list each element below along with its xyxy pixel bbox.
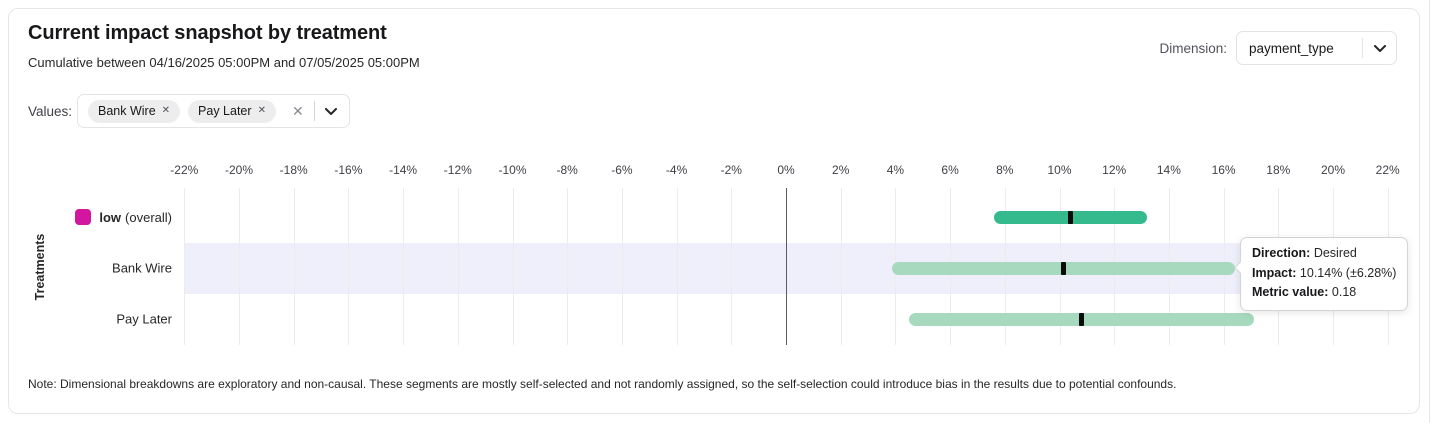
x-axis-tick-label: -6%: [611, 163, 633, 177]
x-gridline: [403, 188, 405, 345]
x-axis-tick-label: -12%: [443, 163, 472, 177]
filter-chip[interactable]: Bank Wire ✕: [88, 99, 181, 123]
x-axis-tick-label: -4%: [665, 163, 688, 177]
dimension-control: Dimension: payment_type: [1159, 31, 1397, 65]
x-axis-tick-label: 0%: [777, 163, 795, 177]
chip-remove-icon[interactable]: ✕: [161, 105, 171, 116]
x-gridline: [512, 188, 514, 345]
x-axis-tick-label: 8%: [996, 163, 1014, 177]
row-label-text: low (overall): [99, 209, 172, 225]
filter-chip[interactable]: Pay Later ✕: [188, 99, 276, 123]
x-gridline: [676, 188, 678, 345]
dimension-select-value: payment_type: [1249, 40, 1334, 56]
x-gridline: [184, 188, 186, 345]
x-axis-tick-label: 6%: [941, 163, 959, 177]
chevron-down-icon: [1363, 44, 1396, 52]
x-gridline: [457, 188, 459, 345]
tooltip: Direction: Desired Impact: 10.14% (±6.28%…: [1234, 237, 1409, 311]
x-gridline: [621, 188, 623, 345]
values-label: Values:: [28, 104, 73, 119]
note-text: Note: Dimensional breakdowns are explora…: [28, 377, 1177, 391]
x-axis-tick-label: 4%: [886, 163, 905, 177]
x-gridline: [348, 188, 350, 345]
row-label: Pay Later: [0, 312, 172, 327]
x-axis-tick-label: 14%: [1156, 163, 1181, 177]
filter-chip-label: Pay Later: [198, 104, 252, 118]
x-gridline: [293, 188, 295, 345]
selected-values: Bank Wire ✕ Pay Later ✕: [88, 99, 276, 123]
x-axis-tick-label: 16%: [1211, 163, 1236, 177]
row-label: low (overall): [0, 209, 172, 225]
x-axis-tick-label: -8%: [556, 163, 578, 177]
tooltip-line: Impact: 10.14% (±6.28%): [1252, 265, 1397, 280]
x-axis-tick-label: 10%: [1047, 163, 1072, 177]
x-gridline: [567, 188, 569, 345]
x-axis-tick-label: -2%: [720, 163, 742, 177]
legend-swatch: [75, 209, 92, 225]
select-divider: [1362, 38, 1363, 58]
tooltip-line: Metric value: 0.18: [1252, 285, 1357, 299]
row-label-text: Pay Later: [116, 311, 172, 327]
x-axis-tick-label: -16%: [334, 163, 363, 177]
row-label: Bank Wire: [0, 261, 172, 276]
x-axis-tick-label: -14%: [389, 163, 418, 177]
adjacent-card-edge: [1429, 0, 1430, 423]
x-axis-tick-label: 18%: [1266, 163, 1291, 177]
chevron-down-icon[interactable]: [324, 107, 337, 115]
row-label-text: Bank Wire: [112, 260, 172, 276]
x-axis-tick-label: 20%: [1320, 163, 1346, 177]
page-title: Current impact snapshot by treatment: [28, 22, 387, 44]
x-axis-tick-label: -22%: [170, 163, 199, 177]
chip-remove-icon[interactable]: ✕: [257, 105, 266, 116]
select-divider: [313, 101, 315, 121]
x-axis-tick-label: 22%: [1375, 163, 1400, 177]
x-axis-tick-label: -18%: [279, 163, 308, 177]
x-gridline: [239, 188, 240, 345]
x-axis-tick-label: -10%: [498, 163, 527, 177]
dimension-label: Dimension:: [1159, 40, 1227, 56]
zero-axis-line: [786, 188, 787, 345]
x-gridline: [731, 188, 733, 345]
x-axis-tick-label: -20%: [224, 163, 254, 177]
x-axis-tick-label: 2%: [832, 163, 850, 177]
x-gridline: [840, 188, 842, 345]
clear-values-icon[interactable]: ✕: [291, 103, 304, 119]
impact-snapshot-card: [8, 8, 1420, 414]
date-range-subtitle: Cumulative between 04/16/2025 05:00PM an…: [28, 55, 420, 70]
impact-center-tick: [1060, 261, 1066, 275]
impact-center-tick: [1067, 210, 1073, 224]
impact-center-tick: [1078, 312, 1084, 326]
tooltip-line: Direction: Desired: [1252, 246, 1357, 260]
filter-chip-label: Bank Wire: [98, 104, 156, 118]
x-axis-tick-label: 12%: [1102, 163, 1127, 177]
values-multiselect[interactable]: Bank Wire ✕ Pay Later ✕ ✕: [77, 94, 350, 128]
dimension-select[interactable]: payment_type: [1236, 31, 1397, 65]
